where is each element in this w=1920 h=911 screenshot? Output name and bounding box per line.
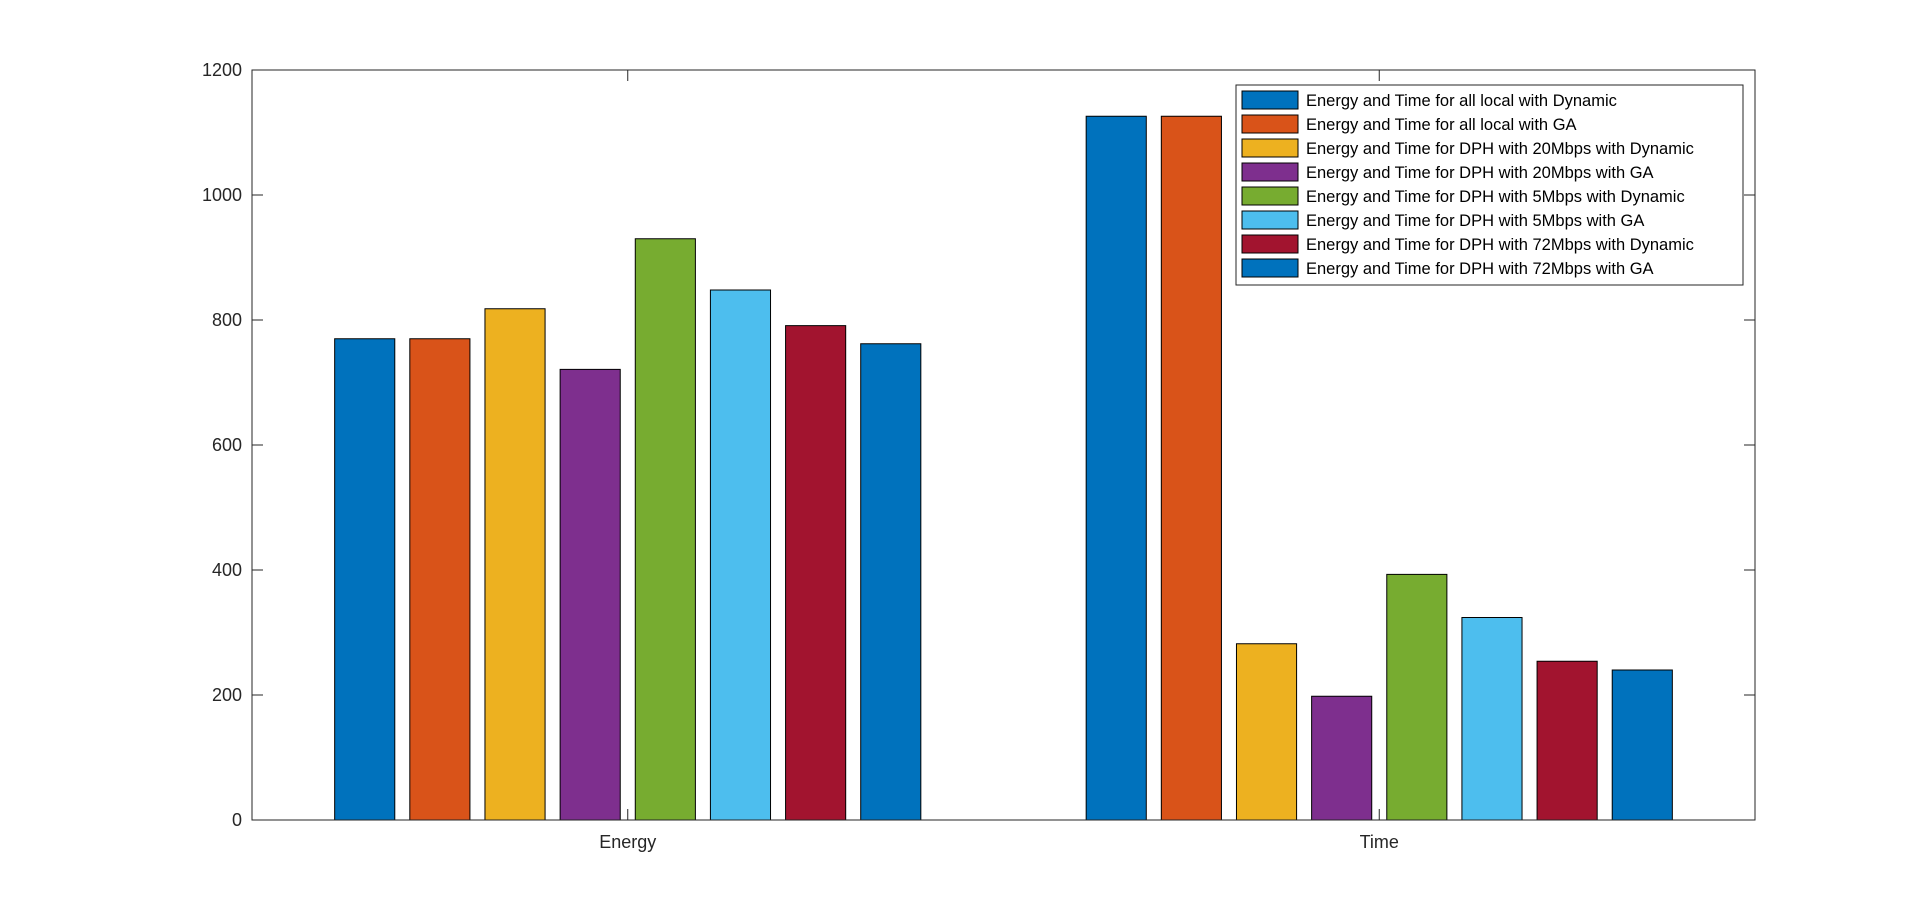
- legend-swatch: [1241, 138, 1299, 158]
- legend-swatch: [1241, 210, 1299, 230]
- bar-energy-series-7: [785, 325, 847, 821]
- y-tick-label: 0: [232, 810, 242, 830]
- legend-label: Energy and Time for all local with GA: [1306, 116, 1577, 134]
- legend-swatch: [1241, 186, 1299, 206]
- bar-energy-series-6: [709, 289, 772, 821]
- y-tick-label: 400: [212, 560, 242, 580]
- bar-time-series-1: [1085, 115, 1147, 821]
- legend-label: Energy and Time for DPH with 5Mbps with …: [1306, 212, 1644, 230]
- bar-time-series-4: [1311, 695, 1373, 821]
- bar-energy-series-3: [484, 308, 546, 821]
- y-tick-label: 800: [212, 310, 242, 330]
- legend: Energy and Time for all local with Dynam…: [1235, 84, 1744, 286]
- legend-label: Energy and Time for DPH with 5Mbps with …: [1306, 188, 1685, 206]
- legend-swatch: [1241, 162, 1299, 182]
- plot-frame: [251, 69, 1756, 821]
- y-tick-label: 600: [212, 435, 242, 455]
- legend-swatch: [1241, 114, 1299, 134]
- bars-group: [334, 115, 1673, 821]
- bar-time-series-2: [1160, 115, 1222, 821]
- y-tick-label: 1000: [202, 185, 242, 205]
- ticks-group: 0 200 400 600 800 1000 1200 Energy Time: [202, 60, 1755, 852]
- legend-label: Energy and Time for DPH with 20Mbps with…: [1306, 164, 1654, 182]
- legend-box: [1235, 84, 1744, 286]
- legend-swatch: [1241, 234, 1299, 254]
- legend-swatch: [1241, 258, 1299, 278]
- y-tick-label: 200: [212, 685, 242, 705]
- bar-time-series-5: [1386, 573, 1448, 821]
- bar-time-series-8: [1611, 669, 1673, 821]
- legend-swatch: [1241, 90, 1299, 110]
- x-tick-label-time: Time: [1360, 832, 1399, 852]
- legend-label: Energy and Time for all local with Dynam…: [1306, 92, 1617, 110]
- legend-label: Energy and Time for DPH with 20Mbps with…: [1306, 140, 1694, 158]
- bar-energy-series-4: [559, 368, 621, 821]
- bar-energy-series-5: [634, 238, 696, 821]
- bar-energy-series-1: [334, 338, 396, 821]
- bar-energy-series-8: [860, 343, 922, 821]
- legend-label: Energy and Time for DPH with 72Mbps with…: [1306, 260, 1654, 278]
- bar-time-series-6: [1461, 617, 1523, 821]
- bar-time-series-7: [1536, 660, 1598, 821]
- y-tick-label: 1200: [202, 60, 242, 80]
- legend-label: Energy and Time for DPH with 72Mbps with…: [1306, 236, 1694, 254]
- bar-time-series-3: [1235, 643, 1298, 821]
- bar-energy-series-2: [409, 338, 471, 821]
- x-tick-label-energy: Energy: [599, 832, 656, 852]
